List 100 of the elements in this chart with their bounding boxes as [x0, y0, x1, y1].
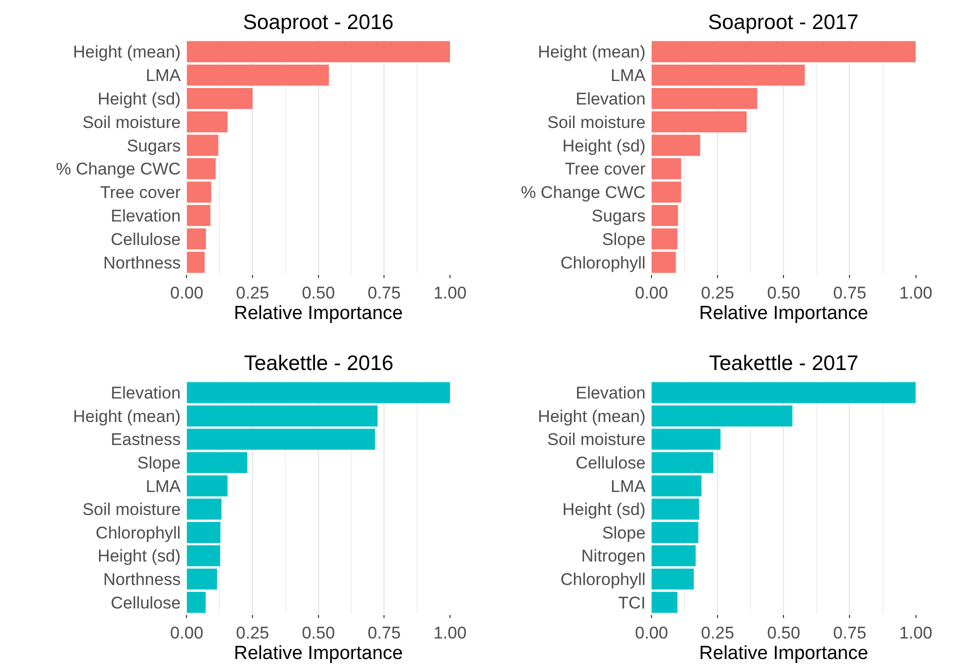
bar — [186, 111, 228, 132]
x-axis-title: Relative Importance — [699, 303, 868, 324]
x-axis-title: Relative Importance — [234, 303, 403, 324]
chart-title: Teakettle - 2017 — [709, 352, 858, 375]
x-tick-label: 0.25 — [701, 623, 734, 642]
bar — [186, 228, 206, 250]
bar — [652, 498, 700, 520]
x-tick-label: 1.00 — [433, 283, 467, 302]
bar — [652, 592, 678, 613]
bar — [186, 158, 216, 180]
bar — [186, 498, 222, 520]
bar — [652, 545, 696, 566]
x-tick-label: 0.00 — [170, 623, 204, 642]
y-tick-label: Soil moisture — [82, 500, 181, 520]
y-tick-label: Slope — [602, 523, 646, 542]
y-tick-label: Sugars — [592, 206, 646, 226]
y-tick-label: Elevation — [110, 206, 181, 226]
y-tick-label: LMA — [146, 66, 182, 86]
y-tick-label: % Change CWC — [520, 183, 646, 202]
y-tick-label: LMA — [610, 66, 646, 86]
bar — [186, 134, 218, 156]
y-tick-label: Elevation — [576, 89, 646, 108]
x-axis-title: Relative Importance — [699, 643, 868, 664]
y-tick-label: Cellulose — [110, 230, 181, 249]
bar — [186, 568, 218, 590]
x-tick-label: 0.75 — [833, 623, 866, 642]
bar — [186, 182, 212, 203]
y-tick-label: Height (mean) — [538, 42, 646, 62]
y-tick-label: Northness — [103, 253, 181, 272]
bar — [652, 475, 702, 496]
bar — [652, 88, 758, 110]
bar — [186, 41, 450, 62]
y-tick-label: Slope — [137, 454, 181, 472]
y-tick-label: Chlorophyll — [560, 253, 646, 272]
x-tick-label: 1.00 — [899, 623, 932, 642]
y-tick-label: Sugars — [126, 136, 181, 156]
x-tick-label: 0.50 — [767, 283, 800, 302]
bar — [652, 228, 678, 250]
bar — [652, 522, 698, 543]
x-tick-label: 0.75 — [833, 283, 866, 302]
chart-title: Teakettle - 2016 — [244, 352, 394, 375]
x-tick-label: 0.00 — [170, 283, 204, 302]
x-axis-title: Relative Importance — [234, 643, 403, 664]
y-tick-label: Eastness — [110, 430, 181, 450]
bar — [186, 204, 210, 226]
y-tick-label: Nitrogen — [581, 546, 646, 566]
bar — [652, 204, 678, 226]
x-tick-label: 0.25 — [701, 283, 734, 302]
y-tick-label: Height (sd) — [98, 546, 181, 566]
x-tick-label: 0.25 — [236, 283, 270, 302]
y-tick-label: Height (mean) — [538, 406, 646, 426]
bar — [186, 428, 375, 450]
bar — [652, 252, 676, 273]
bar — [186, 64, 329, 86]
y-tick-label: Soil moisture — [82, 112, 181, 132]
bar — [186, 522, 220, 543]
y-tick-label: Slope — [602, 230, 646, 249]
y-tick-label: Soil moisture — [547, 430, 646, 450]
chart-title: Soaproot - 2016 — [243, 11, 394, 34]
bar — [186, 88, 253, 110]
x-tick-label: 0.50 — [767, 623, 800, 642]
y-tick-label: Tree cover — [564, 160, 646, 179]
bar — [186, 405, 378, 426]
y-tick-label: Chlorophyll — [96, 523, 181, 542]
bar — [186, 252, 205, 273]
y-tick-label: Cellulose — [110, 593, 181, 612]
x-tick-label: 0.75 — [368, 283, 401, 302]
x-tick-label: 1.00 — [899, 283, 932, 302]
x-tick-label: 0.25 — [236, 623, 270, 642]
y-tick-label: Elevation — [110, 384, 181, 403]
x-tick-label: 1.00 — [433, 623, 467, 642]
y-tick-label: Northness — [103, 570, 181, 589]
x-tick-label: 0.50 — [302, 283, 335, 302]
y-tick-label: Tree cover — [100, 183, 182, 202]
bar — [652, 428, 721, 450]
bar — [186, 545, 220, 566]
x-tick-label: 0.00 — [635, 283, 668, 302]
y-tick-label: Height (sd) — [98, 89, 181, 108]
bar — [652, 382, 916, 404]
bar — [652, 405, 792, 426]
bar — [652, 134, 700, 156]
y-tick-label: Height (sd) — [562, 500, 646, 520]
x-tick-label: 0.00 — [635, 623, 668, 642]
bar — [186, 382, 450, 404]
bar — [652, 111, 747, 132]
bar — [652, 158, 682, 180]
bar — [652, 568, 694, 590]
y-tick-label: Height (mean) — [73, 406, 181, 426]
bar — [652, 182, 682, 203]
y-tick-label: % Change CWC — [56, 160, 181, 179]
chart-title: Soaproot - 2017 — [708, 11, 859, 34]
bar — [652, 452, 714, 474]
y-tick-label: LMA — [146, 476, 182, 496]
y-tick-label: Soil moisture — [547, 112, 646, 132]
y-tick-label: Elevation — [576, 384, 646, 403]
bar — [652, 41, 916, 62]
bar — [186, 475, 228, 496]
x-tick-label: 0.75 — [368, 623, 401, 642]
bar — [186, 452, 248, 474]
bar — [186, 592, 206, 613]
